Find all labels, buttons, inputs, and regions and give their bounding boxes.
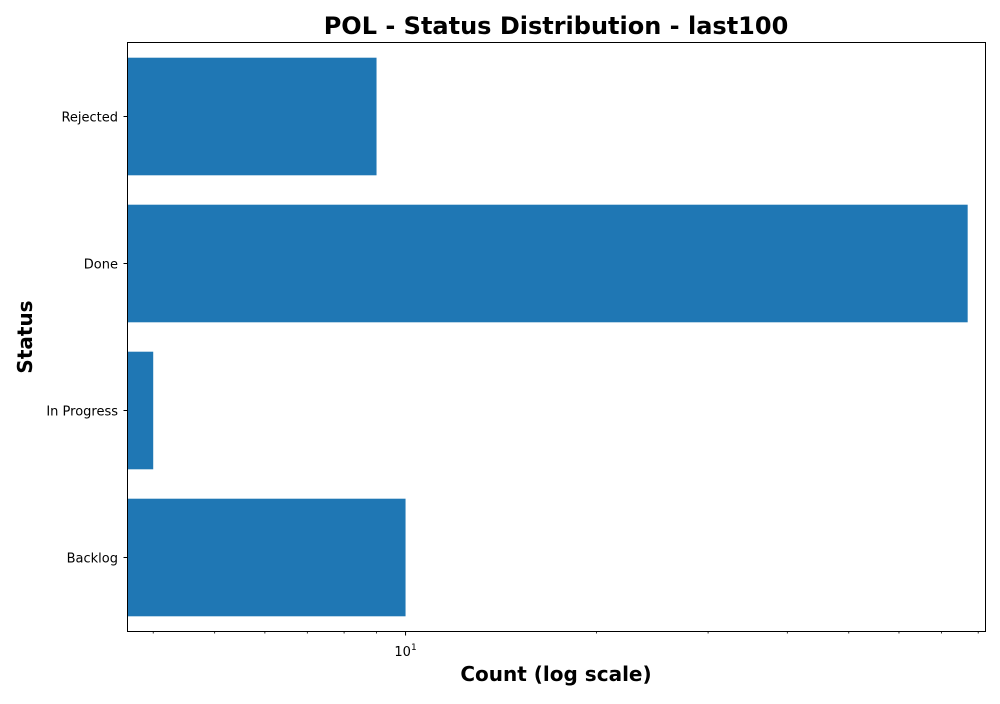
y-tick-label-done: Done [84, 258, 118, 273]
y-axis-label: Status [13, 300, 37, 373]
y-tick-label-in-progress: In Progress [46, 405, 118, 420]
chart-title: POL - Status Distribution - last100 [324, 12, 789, 40]
bar-done [128, 204, 968, 323]
y-axis-ticks: Backlog In Progress Done Rejected [46, 111, 128, 567]
x-tick-label-10: 101 [394, 643, 416, 660]
x-axis-label: Count (log scale) [460, 662, 651, 686]
bar-backlog [128, 498, 406, 617]
x-tick-label-exponent: 1 [411, 643, 417, 653]
x-tick-label-base: 10 [394, 645, 411, 660]
plot-frame [127, 42, 986, 632]
y-tick-label-backlog: Backlog [67, 552, 118, 567]
bar-rejected [128, 57, 377, 176]
bars-layer [128, 57, 968, 617]
bar-in-progress [128, 351, 154, 470]
y-tick-label-rejected: Rejected [61, 111, 118, 126]
